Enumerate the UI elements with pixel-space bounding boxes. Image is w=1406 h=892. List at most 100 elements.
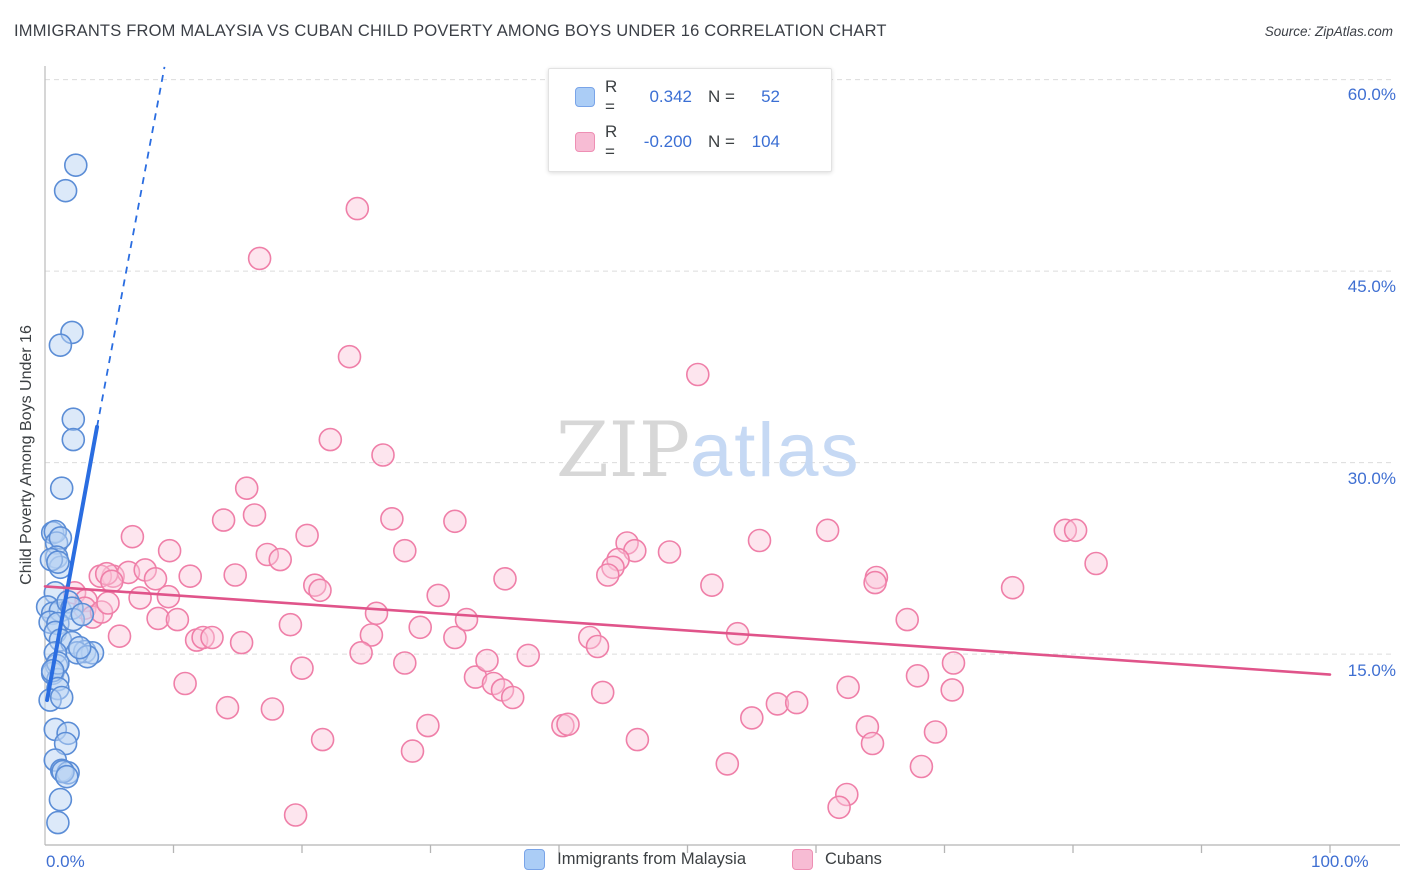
scatter-point[interactable] <box>923 720 948 744</box>
scatter-point[interactable] <box>715 752 740 776</box>
scatter-point[interactable] <box>49 476 74 501</box>
scatter-point[interactable] <box>178 564 202 589</box>
scatter-point[interactable] <box>860 731 885 756</box>
scatter-point[interactable] <box>268 547 293 572</box>
scatter-point[interactable] <box>500 685 525 710</box>
scatter-point[interactable] <box>100 569 124 594</box>
scatter-point[interactable] <box>242 503 267 527</box>
scatter-point[interactable] <box>685 362 710 387</box>
scatter-point[interactable] <box>349 640 373 665</box>
pink-swatch-icon <box>575 132 595 152</box>
legend-label: Cubans <box>825 850 882 868</box>
scatter-point[interactable] <box>46 810 70 835</box>
scatter-point[interactable] <box>46 550 70 575</box>
scatter-point[interactable] <box>64 153 88 177</box>
scatter-point[interactable] <box>200 625 224 650</box>
scatter-point[interactable] <box>48 787 73 812</box>
scatter-point[interactable] <box>308 578 332 603</box>
scatter-point[interactable] <box>463 665 488 689</box>
scatter-point[interactable] <box>1084 551 1108 576</box>
scatter-point[interactable] <box>318 427 343 452</box>
scatter-point[interactable] <box>234 476 259 501</box>
scatter-point[interactable] <box>625 727 650 752</box>
scatter-point[interactable] <box>223 563 247 587</box>
scatter-point[interactable] <box>364 601 389 626</box>
scatter-point[interactable] <box>577 625 602 650</box>
scatter-point[interactable] <box>70 602 95 627</box>
scatter-point[interactable] <box>290 656 314 681</box>
legend-item-cubans[interactable]: Cubans <box>792 849 882 870</box>
scatter-point[interactable] <box>61 427 86 452</box>
scatter-point[interactable] <box>295 523 319 548</box>
scatter-point[interactable] <box>48 333 73 358</box>
scatter-point[interactable] <box>107 624 132 649</box>
scatter-point[interactable] <box>49 685 74 710</box>
legend-item-malaysia[interactable]: Immigrants from Malaysia <box>524 849 746 870</box>
scatter-point[interactable] <box>345 196 370 221</box>
scatter-point[interactable] <box>61 407 86 432</box>
scatter-point[interactable] <box>211 508 236 532</box>
scatter-point[interactable] <box>426 583 451 608</box>
scatter-point[interactable] <box>400 739 425 763</box>
scatter-point[interactable] <box>392 651 417 675</box>
scatter-point[interactable] <box>371 443 395 467</box>
scatter-point[interactable] <box>191 625 215 650</box>
scatter-point[interactable] <box>1000 575 1025 600</box>
scatter-point[interactable] <box>590 680 615 705</box>
watermark: ZIPatlas <box>556 412 861 489</box>
scatter-point[interactable] <box>895 607 920 632</box>
scatter-point[interactable] <box>359 623 384 647</box>
scatter-point[interactable] <box>556 712 580 737</box>
scatter-point[interactable] <box>416 713 440 738</box>
scatter-point[interactable] <box>784 690 809 715</box>
scatter-point[interactable] <box>53 178 78 203</box>
scatter-point[interactable] <box>120 524 145 549</box>
scatter-point[interactable] <box>255 542 280 567</box>
scatter-point[interactable] <box>454 607 479 632</box>
scatter-point[interactable] <box>48 526 73 550</box>
scatter-point[interactable] <box>657 540 682 564</box>
scatter-point[interactable] <box>67 635 92 660</box>
scatter-point[interactable] <box>380 506 404 531</box>
scatter-point[interactable] <box>863 570 887 595</box>
scatter-point[interactable] <box>337 344 362 369</box>
scatter-point[interactable] <box>392 538 417 563</box>
scatter-point[interactable] <box>585 634 610 659</box>
r-label: R = <box>605 77 618 116</box>
scatter-point[interactable] <box>905 663 930 688</box>
scatter-point[interactable] <box>834 782 859 807</box>
scatter-point[interactable] <box>815 518 840 543</box>
scatter-point[interactable] <box>475 648 499 673</box>
scatter-point[interactable] <box>909 754 934 779</box>
scatter-point[interactable] <box>247 246 272 271</box>
scatter-point[interactable] <box>443 509 467 534</box>
scatter-point[interactable] <box>146 606 170 631</box>
scatter-point[interactable] <box>827 795 851 820</box>
scatter-point[interactable] <box>516 643 541 668</box>
scatter-point[interactable] <box>260 697 285 721</box>
scatter-point[interactable] <box>443 625 467 650</box>
scatter-point[interactable] <box>96 591 120 615</box>
scatter-point[interactable] <box>408 615 433 640</box>
scatter-point[interactable] <box>165 607 190 632</box>
scatter-point[interactable] <box>836 675 860 700</box>
scatter-point[interactable] <box>747 528 772 553</box>
scatter-point[interactable] <box>595 563 620 587</box>
scatter-point[interactable] <box>739 706 764 730</box>
scatter-point[interactable] <box>765 692 790 716</box>
scatter-point[interactable] <box>143 566 168 591</box>
scatter-point[interactable] <box>157 538 182 563</box>
scatter-point[interactable] <box>55 764 79 789</box>
scatter-point[interactable] <box>310 727 335 752</box>
scatter-point[interactable] <box>1063 518 1088 543</box>
scatter-point[interactable] <box>283 803 308 827</box>
scatter-point[interactable] <box>229 630 254 655</box>
scatter-point[interactable] <box>215 695 240 720</box>
scatter-point[interactable] <box>128 586 152 610</box>
scatter-point[interactable] <box>173 671 197 696</box>
scatter-point[interactable] <box>940 678 965 702</box>
scatter-point[interactable] <box>700 573 724 598</box>
scatter-point[interactable] <box>493 566 517 591</box>
scatter-point[interactable] <box>941 651 966 675</box>
scatter-point[interactable] <box>278 612 303 637</box>
